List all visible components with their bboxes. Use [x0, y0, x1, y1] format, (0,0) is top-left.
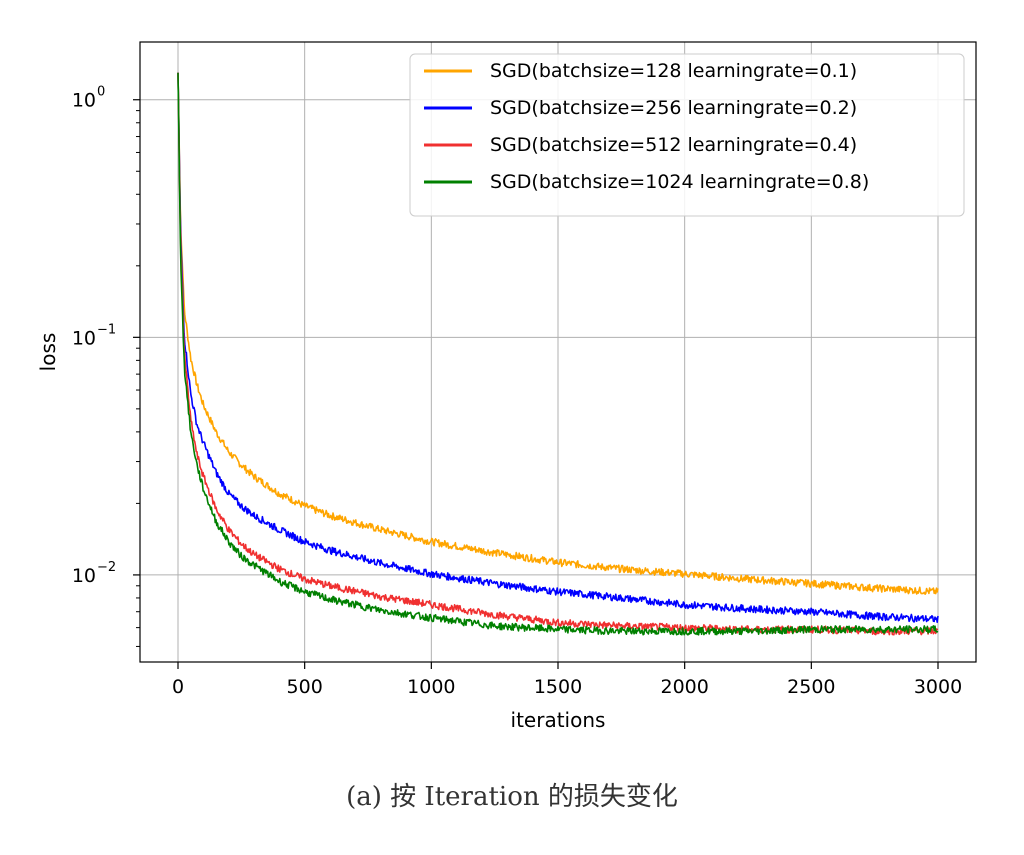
legend-label: SGD(batchsize=1024 learningrate=0.8) — [490, 171, 869, 193]
x-axis-label: iterations — [511, 708, 606, 732]
legend-label: SGD(batchsize=128 learningrate=0.1) — [490, 60, 857, 82]
series-line — [177, 72, 939, 624]
y-tick-label: 10 — [72, 90, 96, 112]
x-tick-label: 3000 — [914, 676, 962, 698]
x-tick-label: 2500 — [787, 676, 835, 698]
y-tick-exponent: −2 — [97, 560, 116, 575]
y-axis-label: loss — [36, 333, 60, 372]
y-tick-exponent: −1 — [97, 322, 116, 337]
x-tick-label: 0 — [172, 676, 184, 698]
legend-box — [409, 53, 965, 217]
y-tick-label: 10 — [72, 565, 96, 587]
x-tick-label: 1000 — [407, 676, 455, 698]
figure-caption: (a) 按 Iteration 的损失变化 — [346, 782, 678, 812]
x-axis-ticks: 0 500 1000 1500 2000 2500 3000 — [172, 662, 962, 698]
x-tick-label: 1500 — [534, 676, 582, 698]
x-tick-label: 2000 — [660, 676, 708, 698]
legend: SGD(batchsize=128 learningrate=0.1) SGD(b… — [409, 53, 965, 217]
legend-label: SGD(batchsize=512 learningrate=0.4) — [490, 134, 857, 156]
series-lines — [177, 72, 939, 636]
series-line — [177, 72, 939, 636]
y-tick-exponent: 0 — [97, 85, 105, 100]
legend-label: SGD(batchsize=256 learningrate=0.2) — [490, 97, 857, 119]
series-line — [177, 72, 939, 596]
y-tick-label: 10 — [72, 327, 96, 349]
x-tick-label: 500 — [287, 676, 323, 698]
